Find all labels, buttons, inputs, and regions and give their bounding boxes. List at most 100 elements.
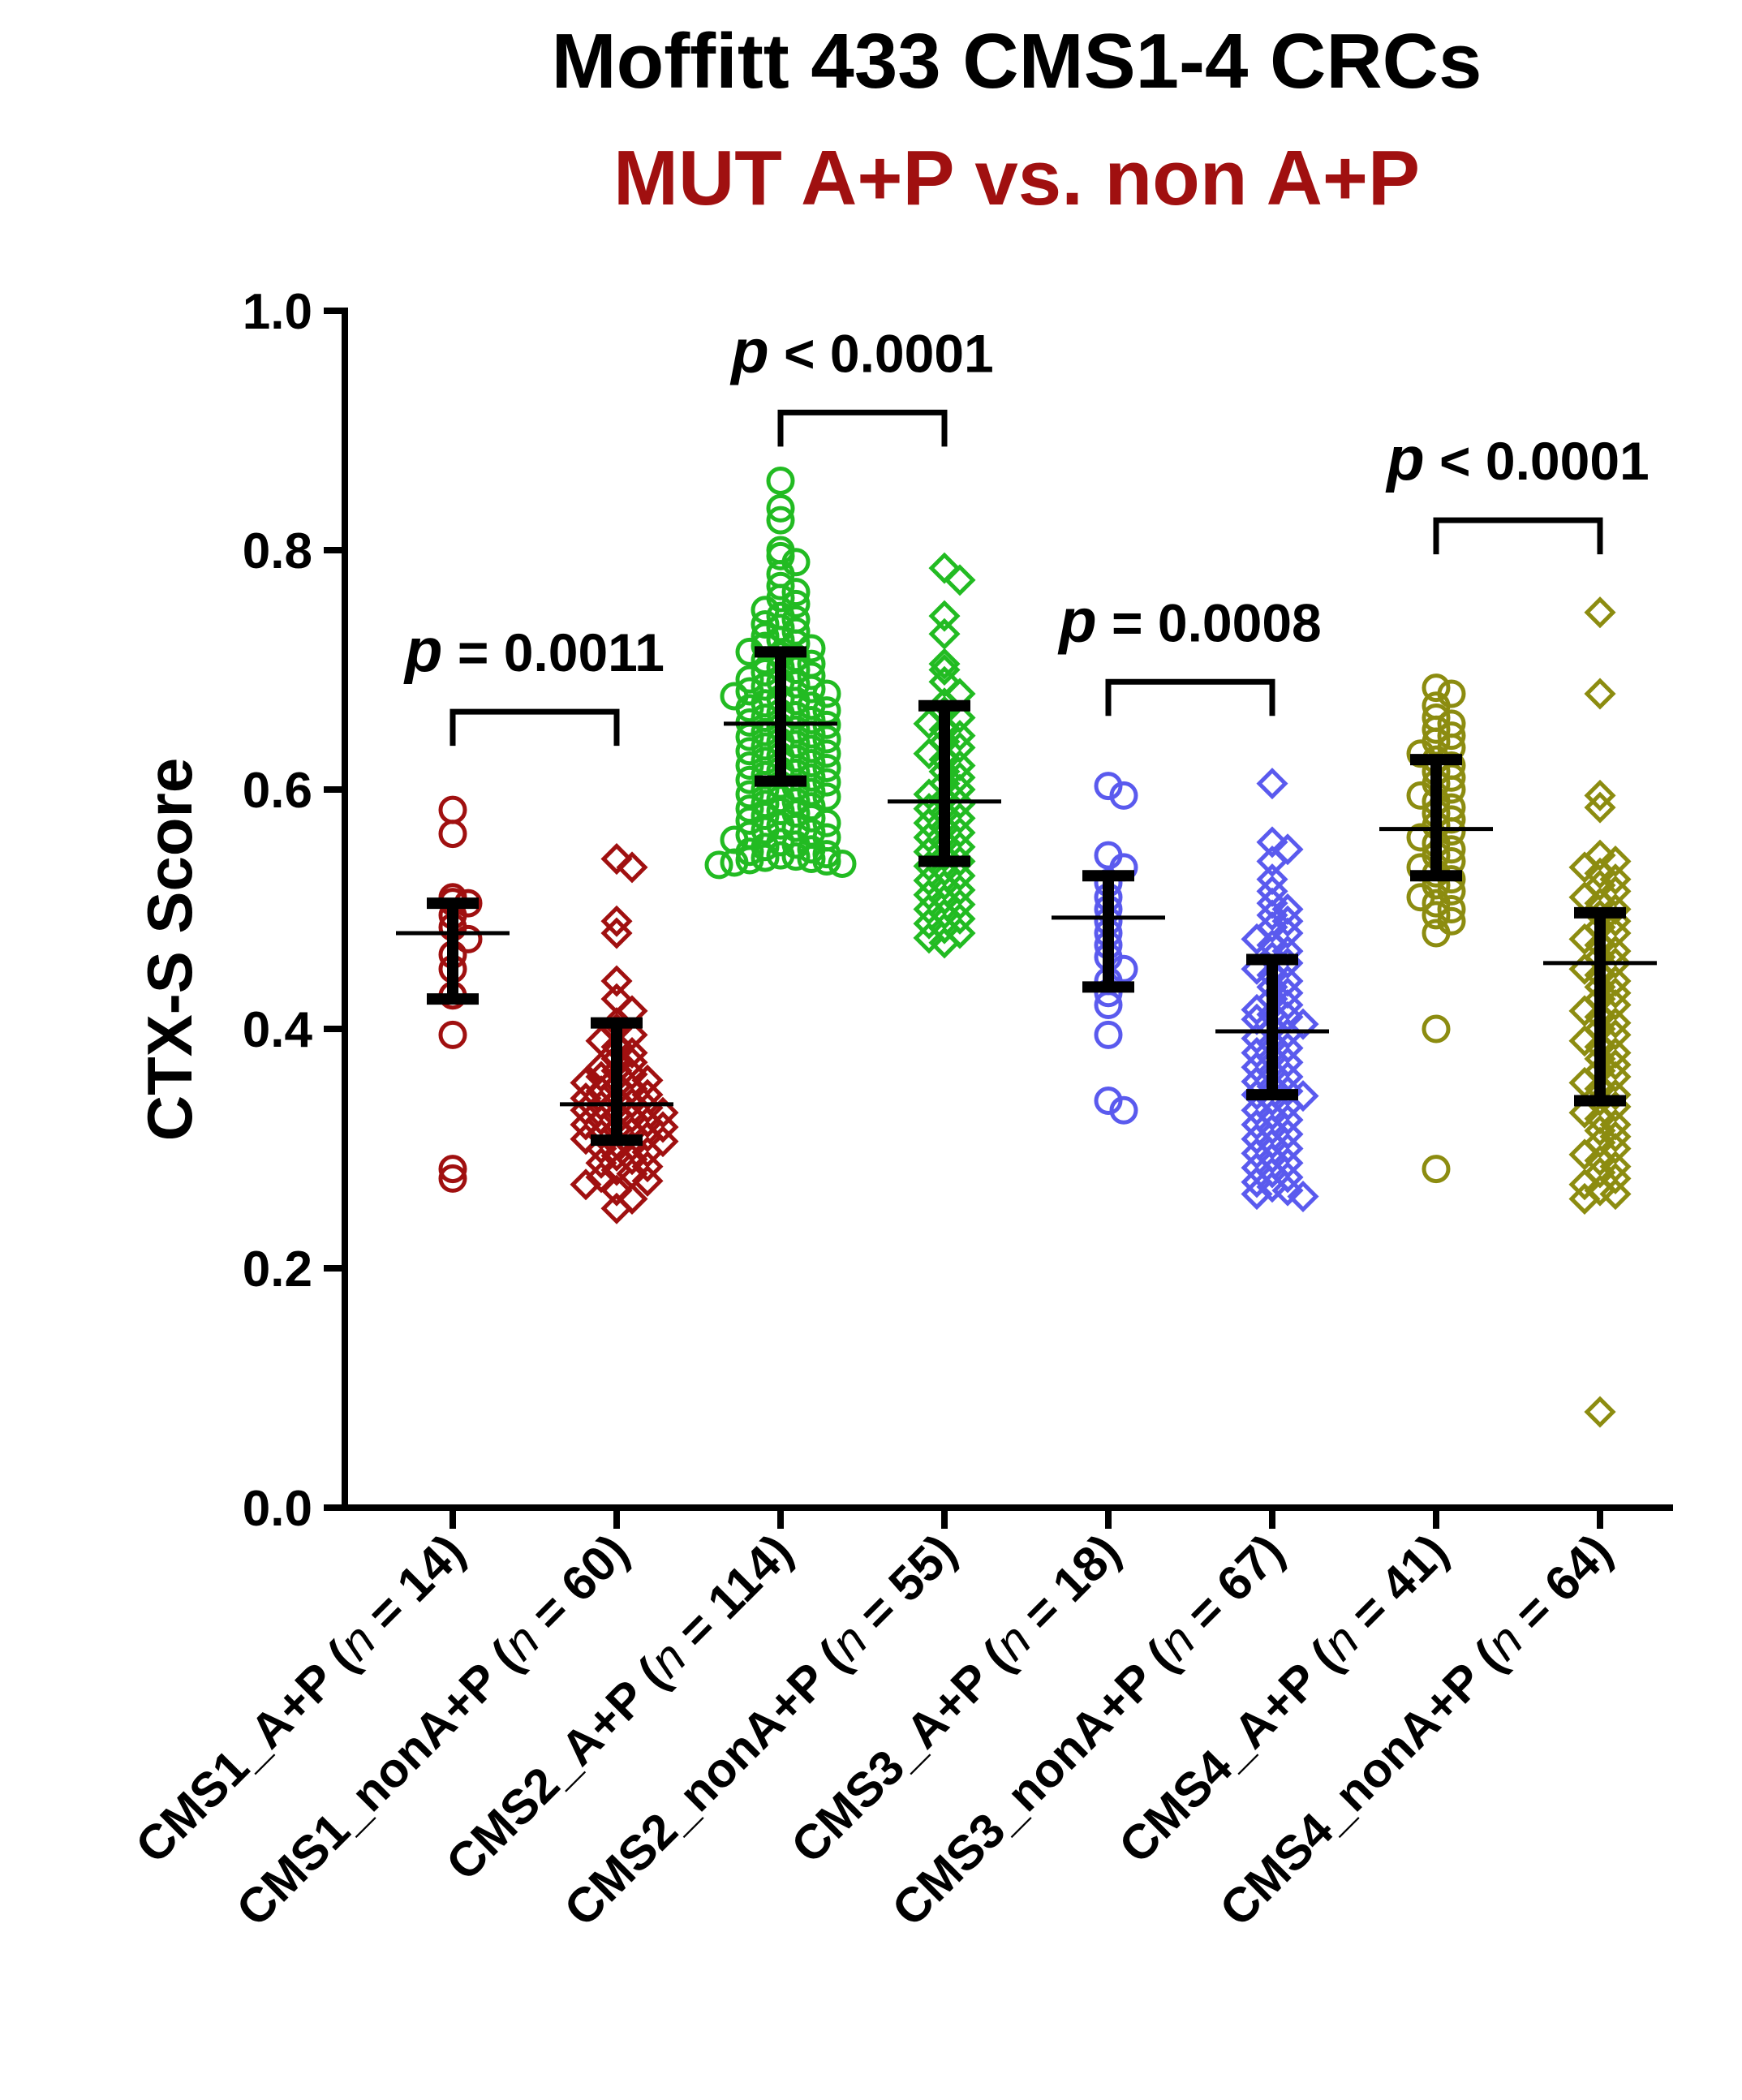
data-point	[1568, 1182, 1601, 1215]
data-point	[1568, 1138, 1601, 1171]
data-point	[751, 609, 780, 639]
data-point	[1568, 1025, 1601, 1057]
data-point	[1256, 845, 1288, 878]
data-point	[438, 1155, 467, 1184]
data-point	[1094, 772, 1123, 801]
data-point	[616, 1182, 648, 1215]
data-point	[1568, 923, 1601, 955]
data-point	[1256, 1156, 1288, 1189]
data-point	[735, 694, 764, 723]
x-tick-labels: CMS1_A+P (n = 14)CMS1_nonA+P (n = 60)CMS…	[125, 1524, 1622, 1937]
data-point	[735, 751, 764, 780]
data-point	[585, 1147, 617, 1179]
data-point	[735, 806, 764, 835]
data-point	[1256, 826, 1288, 859]
data-point	[1422, 715, 1451, 744]
data-point	[600, 1192, 633, 1224]
data-point	[812, 739, 841, 768]
data-point	[1599, 1162, 1632, 1194]
data-point	[928, 665, 961, 698]
significance-bracket	[449, 708, 620, 747]
data-point	[1271, 905, 1304, 937]
data-point	[766, 493, 795, 523]
data-point	[928, 552, 961, 584]
data-point	[766, 541, 795, 570]
chart-title: Moffitt 433 CMS1-4 CRCs	[552, 18, 1482, 105]
data-point	[797, 749, 826, 778]
data-point	[944, 917, 976, 949]
x-tick-label: CMS4_A+P (n = 41)	[1108, 1524, 1458, 1874]
data-point	[1584, 779, 1616, 811]
data-point	[797, 691, 826, 721]
data-point	[812, 808, 841, 837]
data-point	[766, 506, 795, 535]
data-point	[1241, 1178, 1273, 1211]
data-point	[631, 1151, 664, 1183]
data-point	[1287, 1008, 1319, 1040]
data-point	[1437, 895, 1466, 923]
data-point	[828, 849, 857, 878]
data-point	[797, 803, 826, 833]
data-point	[1094, 991, 1123, 1019]
data-point	[1568, 995, 1601, 1027]
data-point	[812, 768, 841, 797]
y-axis: 0.0 0.2 0.4 0.6 0.8 1.0	[243, 284, 348, 1537]
data-point	[913, 708, 945, 740]
data-point	[913, 907, 945, 940]
p-value-label: p = 0.0008	[1057, 586, 1322, 655]
data-point	[928, 912, 961, 945]
data-point	[1584, 1156, 1616, 1189]
data-point	[928, 653, 961, 686]
data-point	[1584, 1114, 1616, 1147]
data-point	[1584, 857, 1616, 889]
data-point	[570, 1168, 602, 1201]
data-point	[812, 725, 841, 754]
y-tick-label: 0.4	[243, 1002, 313, 1058]
y-tick-label: 0.0	[243, 1481, 312, 1537]
data-point	[766, 613, 795, 643]
y-axis-title: CTX-S Score	[134, 758, 205, 1141]
data-point	[720, 848, 749, 877]
data-point	[1271, 1161, 1304, 1194]
data-point	[1422, 673, 1451, 703]
data-point	[1568, 1168, 1601, 1201]
data-point	[913, 922, 945, 954]
data-point	[1599, 988, 1632, 1022]
data-point	[1584, 1144, 1616, 1177]
data-point	[600, 843, 633, 876]
data-point	[1241, 1166, 1273, 1198]
data-point	[944, 720, 976, 752]
data-point	[1599, 1178, 1632, 1211]
data-point	[766, 797, 795, 826]
significance-bracket	[777, 409, 948, 447]
data-point	[797, 734, 826, 764]
data-point	[928, 648, 961, 680]
data-point	[570, 1108, 602, 1141]
data-point	[1241, 923, 1273, 955]
data-point	[1599, 1061, 1632, 1093]
data-point	[797, 845, 826, 874]
data-point	[647, 1125, 679, 1158]
p-value-label: p < 0.0001	[1385, 424, 1650, 493]
data-point	[1422, 1014, 1451, 1044]
data-point	[647, 1111, 679, 1143]
data-point	[1271, 1174, 1304, 1207]
significance-brackets: p = 0.0011 p < 0.0001 p = 0.0008 p < 0.0001	[403, 316, 1650, 747]
data-point	[616, 1143, 648, 1176]
data-point	[1584, 596, 1616, 629]
data-point	[766, 841, 795, 870]
data-point	[1599, 1121, 1632, 1153]
data-point	[1109, 781, 1138, 810]
data-point	[438, 1020, 467, 1049]
data-point	[1256, 899, 1288, 932]
data-point	[1584, 678, 1616, 710]
significance-bracket	[1433, 517, 1603, 555]
data-point	[1568, 851, 1601, 884]
data-point	[928, 600, 961, 632]
data-point	[781, 578, 811, 607]
data-point	[944, 902, 976, 935]
p-value-label: p < 0.0001	[729, 316, 994, 385]
data-point	[751, 801, 780, 830]
data-point	[766, 466, 795, 495]
